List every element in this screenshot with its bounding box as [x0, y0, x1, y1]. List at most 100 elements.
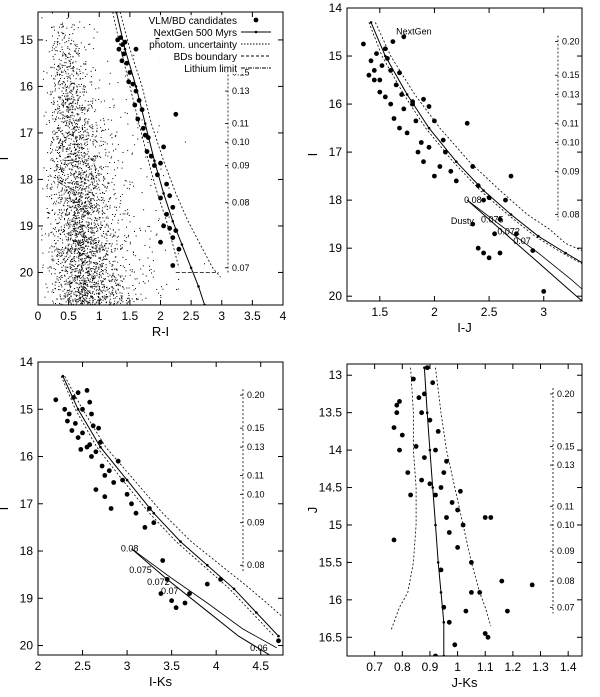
field-star: [60, 112, 62, 114]
field-star: [68, 249, 70, 251]
field-star: [78, 195, 80, 197]
candidate-point: [173, 605, 179, 611]
field-star: [102, 249, 104, 251]
field-star: [77, 89, 78, 91]
field-star: [75, 183, 77, 185]
x-tick-label: 0.7: [366, 660, 383, 674]
field-star: [99, 251, 101, 253]
field-star: [104, 178, 106, 180]
isochrone-marker: [436, 561, 440, 564]
field-star: [60, 97, 62, 99]
field-star: [77, 123, 78, 125]
field-star: [168, 216, 170, 218]
field-star: [91, 254, 93, 256]
field-star: [150, 185, 152, 186]
field-star: [105, 295, 107, 297]
field-star: [79, 146, 81, 148]
field-star: [68, 156, 70, 158]
field-star: [72, 62, 74, 64]
field-star: [86, 281, 88, 283]
candidate-point: [397, 70, 402, 76]
field-star: [56, 150, 58, 151]
field-star: [83, 289, 85, 291]
field-star: [91, 206, 93, 208]
field-star: [99, 293, 101, 295]
field-star: [89, 81, 91, 83]
field-star: [50, 267, 52, 269]
field-star: [102, 270, 103, 271]
field-star: [57, 38, 59, 40]
field-star: [76, 223, 78, 225]
field-star: [82, 233, 84, 235]
field-star: [97, 225, 99, 226]
candidate-point: [120, 477, 125, 483]
field-star: [92, 158, 94, 160]
field-star: [114, 276, 115, 278]
field-star: [100, 266, 102, 268]
field-star: [115, 135, 117, 136]
field-star: [67, 177, 69, 179]
field-star: [71, 26, 73, 28]
field-star: [74, 249, 76, 251]
field-star: [72, 67, 73, 69]
field-star: [69, 192, 71, 194]
field-star: [82, 267, 83, 269]
y-tick-label: 17: [329, 145, 343, 159]
field-star: [99, 298, 101, 300]
field-star: [46, 92, 48, 94]
field-star: [125, 237, 127, 239]
field-star: [53, 43, 55, 45]
x-tick-label: 0.8: [394, 660, 411, 674]
field-star: [75, 156, 76, 157]
field-star: [57, 42, 59, 44]
field-star: [98, 212, 99, 214]
field-star: [54, 121, 56, 122]
field-star: [81, 187, 83, 189]
field-star: [66, 115, 68, 117]
field-star: [57, 254, 58, 255]
field-star: [41, 17, 43, 19]
field-star: [97, 198, 99, 200]
field-star: [110, 233, 112, 235]
field-star: [61, 171, 63, 173]
candidate-point: [371, 77, 377, 83]
field-star: [74, 220, 76, 222]
field-star: [84, 109, 86, 111]
field-star: [69, 64, 71, 66]
field-star: [81, 154, 82, 156]
field-star: [65, 71, 67, 72]
field-star: [55, 164, 57, 166]
field-star: [135, 235, 137, 237]
field-star: [84, 259, 86, 261]
field-star: [79, 220, 81, 221]
field-star: [84, 298, 86, 300]
field-star: [65, 270, 67, 272]
field-star: [97, 203, 99, 205]
field-star: [75, 261, 77, 263]
field-star: [79, 163, 81, 165]
y-tick-label: 15: [329, 518, 343, 532]
candidate-point: [87, 442, 93, 448]
field-star: [94, 271, 96, 273]
field-star: [90, 286, 92, 288]
field-star: [72, 68, 74, 70]
field-star: [50, 159, 52, 161]
field-star: [75, 236, 77, 238]
field-star: [116, 283, 118, 285]
field-star: [85, 262, 87, 263]
field-star: [77, 242, 79, 244]
field-star: [78, 84, 80, 85]
field-star: [90, 200, 92, 202]
field-star: [52, 136, 54, 138]
field-star: [79, 201, 81, 203]
field-star: [88, 302, 90, 304]
field-star: [74, 121, 75, 123]
field-star: [62, 22, 63, 24]
field-star: [96, 270, 98, 272]
field-star: [87, 290, 89, 292]
field-star: [120, 280, 122, 282]
field-star: [112, 287, 114, 289]
field-star: [94, 172, 96, 173]
field-star: [76, 90, 78, 92]
